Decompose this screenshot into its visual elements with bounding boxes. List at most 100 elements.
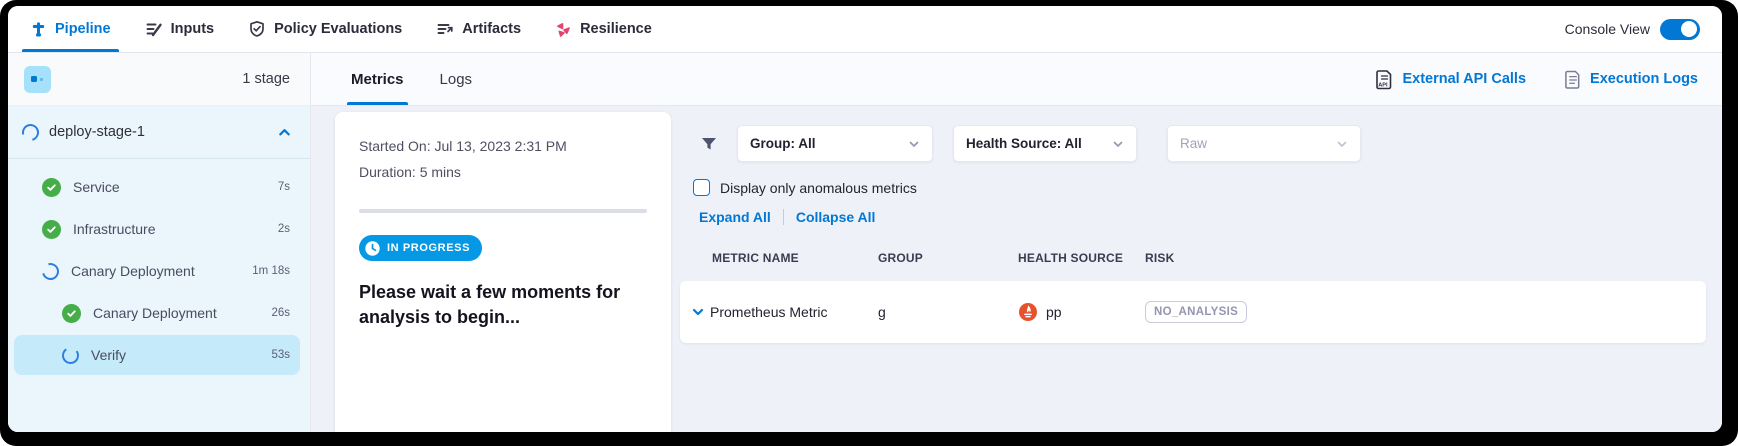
running-spinner-icon — [38, 259, 63, 283]
step-label: Canary Deployment — [71, 263, 195, 279]
anomalous-metrics-checkbox[interactable] — [693, 179, 710, 196]
execution-logs-link[interactable]: Execution Logs — [1564, 69, 1698, 90]
clock-icon — [364, 240, 381, 257]
execution-sidebar: 1 stage deploy-stage-1 Service 7s — [8, 53, 311, 432]
stage-graph-chip[interactable] — [24, 65, 51, 93]
step-label: Infrastructure — [73, 221, 156, 237]
raw-filter-dropdown[interactable]: Raw — [1167, 125, 1361, 162]
tab-inputs[interactable]: Inputs — [145, 6, 214, 52]
column-header-health-source: HEALTH SOURCE — [1018, 251, 1124, 265]
column-header-metric-name: METRIC NAME — [712, 251, 799, 265]
step-label: Service — [73, 179, 120, 195]
risk-badge: NO_ANALYSIS — [1145, 301, 1248, 323]
link-label: External API Calls — [1402, 71, 1527, 87]
tab-label: Artifacts — [462, 21, 522, 37]
step-canary-deployment[interactable]: Canary Deployment 1m 18s — [14, 251, 300, 291]
chevron-down-icon — [1112, 138, 1124, 150]
external-api-calls-link[interactable]: API External API Calls — [1375, 69, 1526, 90]
console-view-control: Console View — [1565, 6, 1700, 52]
dropdown-value: Health Source: All — [966, 136, 1082, 151]
column-header-risk: RISK — [1145, 251, 1175, 265]
checkbox-label: Display only anomalous metrics — [720, 179, 917, 196]
step-label: Canary Deployment — [93, 305, 217, 321]
column-header-group: GROUP — [878, 251, 924, 265]
tab-artifacts[interactable]: Artifacts — [436, 6, 521, 52]
table-row[interactable]: Prometheus Metric g pp NO_ANALYSIS — [680, 281, 1706, 343]
filter-funnel-icon — [699, 134, 719, 154]
success-check-icon — [42, 219, 61, 239]
health-source-filter-dropdown[interactable]: Health Source: All — [953, 125, 1137, 162]
stage-count-label: 1 stage — [242, 71, 290, 87]
stage-group-header[interactable]: deploy-stage-1 — [8, 106, 310, 158]
shield-check-icon — [248, 20, 266, 38]
running-spinner-icon — [60, 345, 81, 365]
tab-label: Pipeline — [55, 21, 111, 37]
chevron-down-icon — [908, 138, 920, 150]
status-badge: IN PROGRESS — [359, 235, 483, 261]
step-duration: 2s — [277, 223, 290, 235]
expand-all-link[interactable]: Expand All — [699, 209, 771, 225]
divider — [8, 158, 310, 159]
pipeline-icon — [30, 21, 47, 38]
step-verify[interactable]: Verify 53s — [14, 335, 300, 375]
chevron-down-icon — [1336, 138, 1348, 150]
stage-dot-icon — [40, 77, 43, 81]
group-filter-dropdown[interactable]: Group: All — [737, 125, 933, 162]
analysis-wait-message: Please wait a few moments for analysis t… — [359, 281, 621, 328]
dropdown-value: Group: All — [750, 136, 816, 151]
step-service[interactable]: Service 7s — [14, 167, 300, 207]
verification-status-card: Started On: Jul 13, 2023 2:31 PM Duratio… — [335, 112, 671, 432]
duration-text: Duration: 5 mins — [359, 164, 461, 180]
started-on-text: Started On: Jul 13, 2023 2:31 PM — [359, 138, 567, 154]
resilience-icon — [555, 21, 572, 38]
status-badge-label: IN PROGRESS — [387, 242, 471, 254]
main-panel: Metrics Logs API External API Calls — [311, 53, 1722, 432]
success-check-icon — [62, 303, 81, 323]
app-window: Pipeline Inputs Policy Evaluations Artif… — [8, 6, 1722, 432]
toggle-knob — [1681, 21, 1697, 37]
filter-row: Group: All Health Source: All Raw — [699, 125, 1706, 162]
step-duration: 7s — [277, 181, 290, 193]
anomalous-filter-row: Display only anomalous metrics — [693, 179, 1706, 196]
tab-label: Policy Evaluations — [274, 21, 403, 37]
api-document-icon: API — [1375, 69, 1394, 90]
cell-metric-name: Prometheus Metric — [710, 304, 828, 320]
row-expand-chevron-icon[interactable] — [686, 305, 710, 319]
stage-group: deploy-stage-1 Service 7s Infrastructure — [8, 106, 310, 432]
success-check-icon — [42, 177, 61, 197]
collapse-all-link[interactable]: Collapse All — [795, 209, 876, 225]
tab-metrics[interactable]: Metrics — [347, 53, 408, 105]
main-header: Metrics Logs API External API Calls — [311, 53, 1722, 106]
stage-name: deploy-stage-1 — [49, 124, 145, 140]
artifacts-icon — [436, 20, 454, 38]
step-label: Verify — [91, 347, 127, 363]
top-nav: Pipeline Inputs Policy Evaluations Artif… — [8, 6, 1722, 53]
svg-text:API: API — [1379, 82, 1389, 88]
step-infrastructure[interactable]: Infrastructure 2s — [14, 209, 300, 249]
stage-node-icon — [31, 75, 37, 82]
expand-collapse-row: Expand All Collapse All — [699, 209, 1706, 225]
step-canary-deployment-child[interactable]: Canary Deployment 26s — [14, 293, 300, 333]
metrics-table-header: METRIC NAME GROUP HEALTH SOURCE RISK — [680, 251, 1706, 265]
view-tabs: Metrics Logs — [347, 53, 473, 105]
metrics-panel: Group: All Health Source: All Raw — [680, 112, 1706, 432]
console-view-toggle[interactable] — [1660, 18, 1700, 40]
tab-policy-evaluations[interactable]: Policy Evaluations — [248, 6, 402, 52]
step-duration: 26s — [271, 307, 290, 319]
step-list: Service 7s Infrastructure 2s Canary Depl… — [8, 159, 310, 383]
dropdown-value: Raw — [1180, 136, 1208, 151]
tab-pipeline[interactable]: Pipeline — [22, 6, 119, 52]
progress-track — [359, 209, 647, 213]
sidebar-header: 1 stage — [8, 53, 310, 106]
step-duration: 1m 18s — [252, 265, 290, 277]
prometheus-icon — [1018, 302, 1038, 322]
top-nav-tabs: Pipeline Inputs Policy Evaluations Artif… — [22, 6, 652, 52]
tab-label: Resilience — [580, 21, 652, 37]
tab-resilience[interactable]: Resilience — [555, 6, 652, 52]
chevron-up-icon[interactable] — [277, 125, 292, 140]
tab-logs[interactable]: Logs — [439, 70, 473, 88]
cell-group: g — [878, 304, 886, 320]
cell-health-source: pp — [1046, 304, 1062, 320]
link-label: Execution Logs — [1590, 71, 1698, 87]
